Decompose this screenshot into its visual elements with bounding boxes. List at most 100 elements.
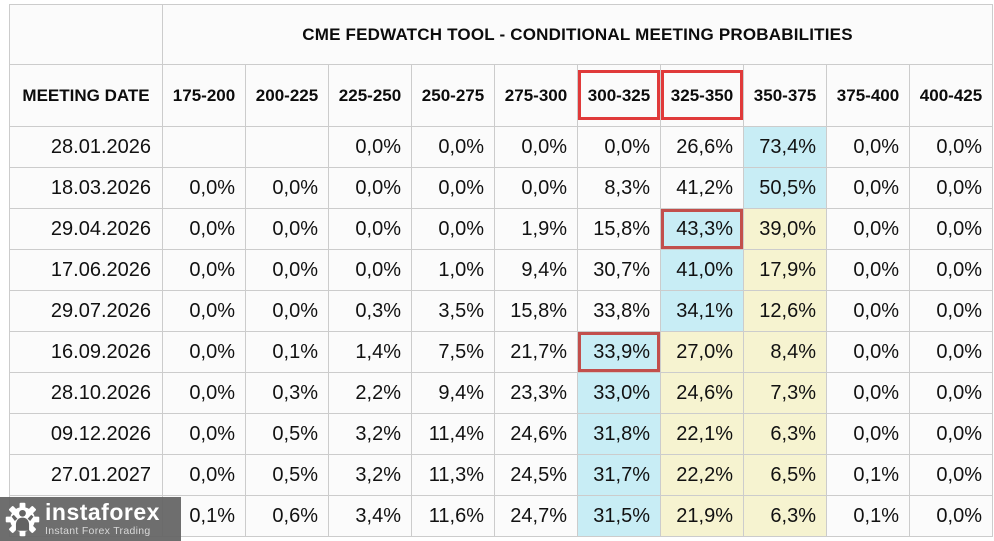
probability-cell: 8,4% <box>743 331 827 373</box>
probability-cell: 33,0% <box>577 372 661 414</box>
probability-cell: 0,0% <box>494 126 578 168</box>
probability-cell: 0,0% <box>411 167 495 209</box>
table-body: 28.01.2026 0,0% 0,0% 0,0% 0,0% 26,6% 73,4% 0,0%… <box>9 126 993 537</box>
meeting-date-cell: 29.04.2026 <box>9 208 163 250</box>
probability-cell: 17,9% <box>743 249 827 291</box>
probability-cell: 0,0% <box>162 413 246 455</box>
probability-cell: 1,0% <box>411 249 495 291</box>
probability-cell: 41,0% <box>660 249 744 291</box>
meeting-date-cell: 28.10.2026 <box>9 372 163 414</box>
column-header-rate: 400-425 <box>909 64 993 127</box>
fedwatch-table: CME FEDWATCH TOOL - CONDITIONAL MEETING … <box>9 4 993 537</box>
probability-cell: 0,0% <box>826 126 910 168</box>
probability-cell: 26,6% <box>660 126 744 168</box>
probability-cell: 0,0% <box>494 167 578 209</box>
title-row: CME FEDWATCH TOOL - CONDITIONAL MEETING … <box>9 4 993 65</box>
probability-cell: 0,0% <box>909 290 993 332</box>
table-row: 28.01.2026 0,0% 0,0% 0,0% 0,0% 26,6% 73,4% 0,0%… <box>9 126 993 168</box>
table-row: 29.04.2026 0,0% 0,0% 0,0% 0,0% 1,9% 15,8% 43,3%… <box>9 208 993 250</box>
probability-cell: 0,0% <box>826 208 910 250</box>
probability-cell: 31,7% <box>577 454 661 496</box>
brand-name: instaforex <box>45 499 160 526</box>
probability-cell <box>162 126 246 168</box>
table-row: 09.12.2026 0,0% 0,5% 3,2% 11,4% 24,6% 31,8% 22,… <box>9 413 993 455</box>
probability-cell: 34,1% <box>660 290 744 332</box>
probability-cell: 0,0% <box>245 167 329 209</box>
probability-cell: 6,3% <box>743 495 827 537</box>
meeting-date-cell: 29.07.2026 <box>9 290 163 332</box>
probability-cell: 0,1% <box>826 454 910 496</box>
instaforex-watermark: instaforex Instant Forex Trading <box>0 497 181 541</box>
probability-cell: 0,0% <box>328 208 412 250</box>
meeting-date-cell: 09.12.2026 <box>9 413 163 455</box>
table-row: 29.07.2026 0,0% 0,0% 0,3% 3,5% 15,8% 33,8% 34,1… <box>9 290 993 332</box>
probability-cell: 3,2% <box>328 454 412 496</box>
probability-cell: 0,5% <box>245 413 329 455</box>
probability-cell: 0,1% <box>826 495 910 537</box>
probability-cell: 3,2% <box>328 413 412 455</box>
probability-cell: 8,3% <box>577 167 661 209</box>
probability-cell: 0,0% <box>826 331 910 373</box>
probability-cell: 9,4% <box>494 249 578 291</box>
table-row: 28.10.2026 0,0% 0,3% 2,2% 9,4% 23,3% 33,0% 24,6… <box>9 372 993 414</box>
probability-cell: 6,5% <box>743 454 827 496</box>
probability-cell: 0,0% <box>411 126 495 168</box>
probability-cell: 15,8% <box>577 208 661 250</box>
probability-cell: 6,3% <box>743 413 827 455</box>
probability-cell: 24,6% <box>660 372 744 414</box>
probability-cell: 0,1% <box>245 331 329 373</box>
meeting-date-cell: 27.01.2027 <box>9 454 163 496</box>
probability-cell: 0,0% <box>909 331 993 373</box>
probability-cell: 15,8% <box>494 290 578 332</box>
probability-cell: 1,9% <box>494 208 578 250</box>
probability-cell: 41,2% <box>660 167 744 209</box>
probability-cell: 24,7% <box>494 495 578 537</box>
probability-cell: 0,0% <box>909 454 993 496</box>
probability-cell: 0,0% <box>577 126 661 168</box>
column-header-rate: 200-225 <box>245 64 329 127</box>
probability-cell: 1,4% <box>328 331 412 373</box>
probability-cell: 0,0% <box>909 208 993 250</box>
column-header-rate: 300-325 <box>577 64 661 127</box>
column-header-rate: 350-375 <box>743 64 827 127</box>
brand-tagline: Instant Forex Trading <box>45 525 151 538</box>
probability-cell <box>245 126 329 168</box>
probability-cell: 0,0% <box>162 290 246 332</box>
probability-cell: 0,0% <box>162 331 246 373</box>
probability-cell: 0,3% <box>245 372 329 414</box>
probability-cell: 0,3% <box>328 290 412 332</box>
probability-cell: 0,0% <box>909 495 993 537</box>
meeting-date-cell: 28.01.2026 <box>9 126 163 168</box>
probability-cell: 11,3% <box>411 454 495 496</box>
probability-cell: 22,1% <box>660 413 744 455</box>
probability-cell: 0,0% <box>411 208 495 250</box>
column-header-rate: 175-200 <box>162 64 246 127</box>
probability-cell: 31,8% <box>577 413 661 455</box>
probability-cell: 11,4% <box>411 413 495 455</box>
probability-cell: 0,0% <box>826 290 910 332</box>
meeting-date-cell: 18.03.2026 <box>9 167 163 209</box>
probability-cell: 7,5% <box>411 331 495 373</box>
meeting-date-cell: 17.06.2026 <box>9 249 163 291</box>
probability-cell: 2,2% <box>328 372 412 414</box>
probability-cell: 0,0% <box>245 290 329 332</box>
probability-cell: 0,0% <box>245 249 329 291</box>
probability-cell: 0,0% <box>162 372 246 414</box>
probability-cell: 0,0% <box>328 249 412 291</box>
probability-cell: 0,0% <box>909 413 993 455</box>
probability-cell: 43,3% <box>660 208 744 250</box>
probability-cell: 0,0% <box>826 167 910 209</box>
probability-cell: 0,0% <box>909 372 993 414</box>
probability-cell: 0,0% <box>162 208 246 250</box>
table-row: 16.09.2026 0,0% 0,1% 1,4% 7,5% 21,7% 33,9% 27,0… <box>9 331 993 373</box>
probability-cell: 39,0% <box>743 208 827 250</box>
column-header-rate: 325-350 <box>660 64 744 127</box>
probability-cell: 0,0% <box>162 167 246 209</box>
corner-cell <box>9 4 163 65</box>
probability-cell: 7,3% <box>743 372 827 414</box>
gear-person-icon <box>5 502 40 536</box>
probability-cell: 3,5% <box>411 290 495 332</box>
column-header-meeting-date: MEETING DATE <box>9 64 163 127</box>
probability-cell: 12,6% <box>743 290 827 332</box>
